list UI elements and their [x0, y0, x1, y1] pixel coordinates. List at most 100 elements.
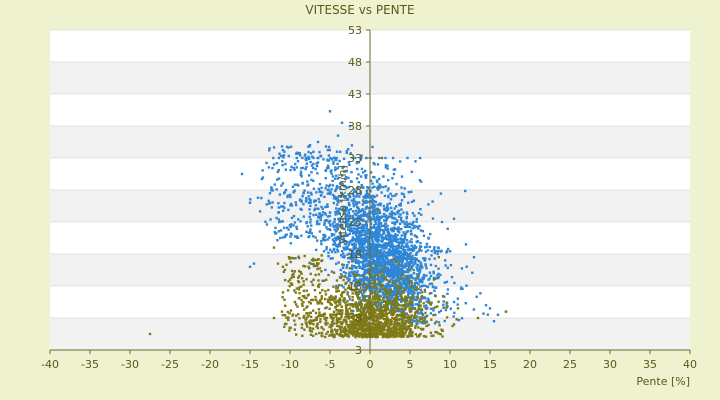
data-point [350, 321, 353, 324]
data-point [268, 149, 271, 152]
data-point [256, 196, 260, 199]
data-point [434, 313, 437, 317]
data-point [324, 268, 327, 272]
data-point [400, 241, 403, 245]
data-point [320, 297, 323, 300]
data-point [293, 300, 297, 304]
data-point [416, 240, 420, 243]
data-point [330, 294, 333, 298]
data-point [428, 292, 432, 295]
data-point [375, 253, 378, 256]
data-point [361, 223, 364, 227]
data-point [400, 318, 404, 321]
data-point [387, 333, 390, 336]
data-point [357, 334, 360, 337]
data-point [347, 203, 351, 206]
data-point [316, 172, 319, 175]
data-point [316, 300, 319, 304]
data-point [366, 310, 369, 313]
data-point [328, 148, 331, 152]
data-point [354, 261, 358, 264]
data-point [362, 200, 365, 203]
data-point [359, 309, 363, 312]
data-point [393, 221, 396, 224]
data-point [405, 259, 408, 262]
data-point [323, 219, 327, 223]
data-point [338, 211, 341, 215]
data-point [322, 158, 325, 161]
data-point [419, 269, 422, 272]
data-point [427, 301, 430, 304]
data-point [306, 325, 309, 328]
data-point [375, 292, 378, 295]
data-point [294, 257, 297, 260]
data-point [396, 291, 399, 294]
data-point [346, 277, 349, 280]
data-point [422, 296, 426, 299]
data-point [347, 257, 350, 260]
data-point [348, 217, 351, 220]
data-point [347, 312, 350, 316]
data-point [290, 282, 293, 285]
data-point [284, 188, 288, 192]
data-point [394, 265, 398, 268]
data-point [398, 272, 401, 276]
data-point [320, 240, 323, 243]
data-point [388, 212, 392, 215]
data-point [302, 215, 305, 218]
data-point [361, 219, 365, 223]
data-point [345, 311, 348, 314]
data-point [387, 336, 390, 339]
data-point [327, 288, 330, 292]
data-point [438, 324, 441, 327]
data-point [332, 285, 335, 288]
data-point [377, 227, 380, 230]
data-point [390, 293, 393, 296]
data-point [373, 205, 376, 209]
data-point [327, 159, 331, 162]
data-point [383, 219, 386, 222]
data-point [315, 316, 319, 319]
data-point [327, 145, 331, 149]
data-point [330, 172, 333, 175]
data-point [325, 316, 329, 320]
data-point [383, 207, 386, 210]
data-point [389, 330, 392, 333]
data-point [376, 203, 379, 207]
data-point [283, 325, 286, 328]
data-point [360, 279, 363, 283]
data-point [389, 270, 393, 274]
data-point [363, 289, 366, 292]
data-point [353, 289, 357, 292]
data-point [389, 192, 392, 195]
data-point [396, 276, 399, 279]
data-point [400, 216, 403, 219]
data-point [352, 318, 355, 322]
data-point [310, 298, 313, 302]
data-point [401, 280, 404, 283]
data-point [429, 274, 433, 278]
data-point [372, 260, 376, 263]
data-point [360, 314, 363, 317]
data-point [406, 225, 409, 228]
data-point [413, 226, 416, 229]
data-point [423, 288, 427, 292]
data-point [365, 305, 369, 308]
data-point [410, 233, 413, 236]
data-point [332, 248, 335, 252]
data-point [411, 289, 414, 293]
data-point [428, 271, 432, 274]
data-point [326, 148, 330, 152]
data-point [283, 268, 287, 271]
data-point [404, 250, 407, 253]
data-point [408, 301, 411, 305]
data-point [416, 291, 420, 295]
data-point [369, 248, 372, 251]
data-point [288, 278, 292, 281]
data-point [358, 290, 361, 293]
data-point [385, 288, 388, 291]
data-point [423, 284, 427, 287]
data-point [382, 300, 385, 303]
data-point [400, 256, 403, 259]
data-point [376, 329, 379, 332]
